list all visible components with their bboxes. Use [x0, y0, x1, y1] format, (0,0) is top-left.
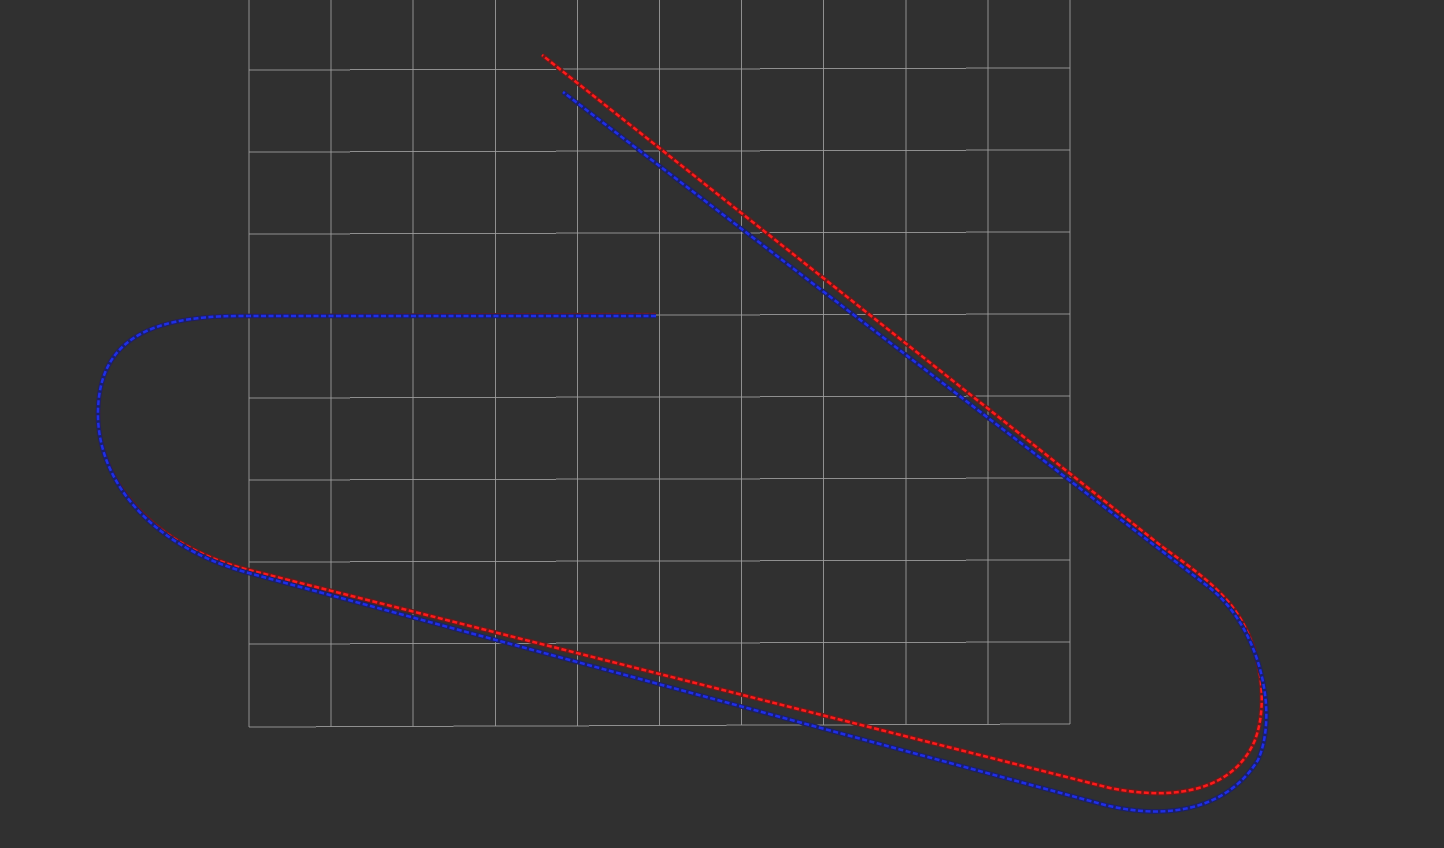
grid-line-horizontal	[248, 395, 1071, 399]
blue-path	[95, 90, 1269, 814]
grid-line-horizontal	[248, 723, 1071, 728]
floor-grid	[248, 0, 1071, 728]
grid-line-horizontal	[248, 559, 1071, 563]
blue-path-outline	[95, 90, 1269, 814]
grid-line-horizontal	[248, 477, 1071, 481]
red-path-dashes	[96, 54, 1263, 795]
blue-path-dashes	[96, 91, 1268, 813]
grid-line-horizontal	[248, 231, 1071, 235]
grid-line-horizontal	[248, 67, 1071, 71]
grid-line-horizontal	[248, 641, 1071, 645]
trajectory-layer	[95, 53, 1269, 814]
red-path	[95, 53, 1265, 796]
